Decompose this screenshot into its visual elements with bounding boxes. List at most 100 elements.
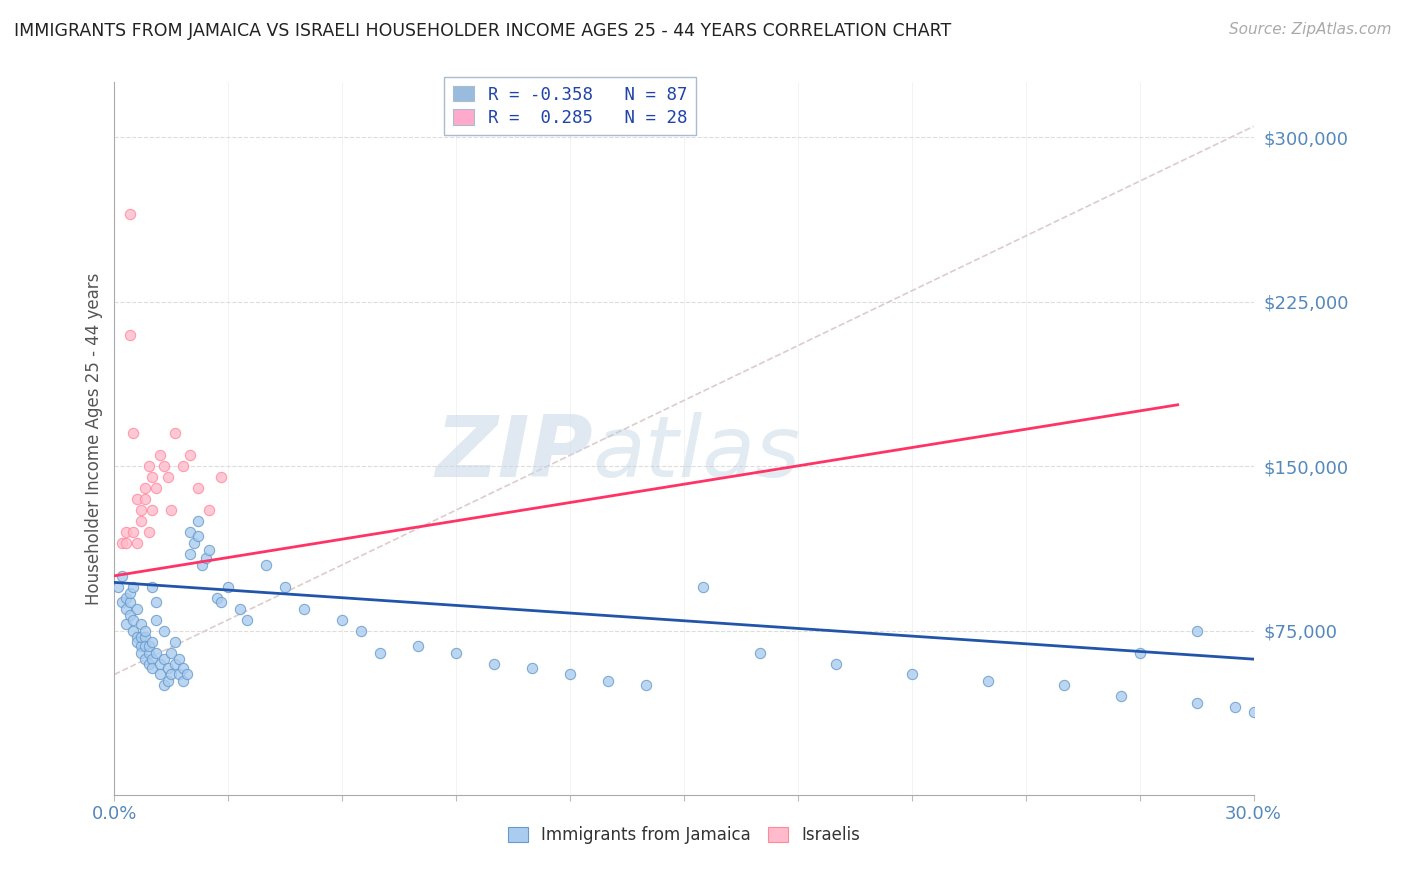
- Point: [368, 646, 391, 660]
- Point: [217, 580, 239, 594]
- Point: [138, 639, 160, 653]
- Point: [129, 514, 152, 528]
- Point: [172, 459, 194, 474]
- Point: [127, 634, 149, 648]
- Point: [179, 547, 201, 561]
- Point: [134, 491, 156, 506]
- Point: [1109, 690, 1132, 704]
- Point: [118, 608, 141, 623]
- Point: [141, 661, 163, 675]
- Point: [145, 613, 167, 627]
- Point: [138, 646, 160, 660]
- Point: [134, 639, 156, 653]
- Point: [187, 529, 209, 543]
- Point: [198, 503, 221, 517]
- Point: [122, 426, 145, 441]
- Point: [134, 652, 156, 666]
- Text: IMMIGRANTS FROM JAMAICA VS ISRAELI HOUSEHOLDER INCOME AGES 25 - 44 YEARS CORRELA: IMMIGRANTS FROM JAMAICA VS ISRAELI HOUSE…: [14, 22, 952, 40]
- Point: [1129, 646, 1152, 660]
- Point: [114, 591, 136, 605]
- Point: [194, 551, 217, 566]
- Point: [145, 646, 167, 660]
- Point: [172, 674, 194, 689]
- Point: [179, 448, 201, 462]
- Point: [145, 481, 167, 495]
- Point: [406, 639, 429, 653]
- Point: [183, 536, 205, 550]
- Point: [596, 674, 619, 689]
- Point: [149, 448, 172, 462]
- Point: [236, 613, 259, 627]
- Point: [692, 580, 714, 594]
- Point: [129, 503, 152, 517]
- Y-axis label: Householder Income Ages 25 - 44 years: Householder Income Ages 25 - 44 years: [86, 273, 103, 605]
- Point: [634, 678, 657, 692]
- Point: [152, 652, 174, 666]
- Point: [156, 674, 179, 689]
- Point: [165, 634, 187, 648]
- Point: [205, 591, 228, 605]
- Point: [749, 646, 772, 660]
- Point: [160, 667, 183, 681]
- Point: [111, 595, 134, 609]
- Point: [156, 470, 179, 484]
- Point: [118, 327, 141, 342]
- Point: [129, 630, 152, 644]
- Point: [118, 207, 141, 221]
- Point: [165, 657, 187, 671]
- Point: [254, 558, 277, 572]
- Point: [1185, 696, 1208, 710]
- Point: [1223, 700, 1246, 714]
- Point: [167, 652, 190, 666]
- Point: [274, 580, 297, 594]
- Point: [1185, 624, 1208, 638]
- Point: [134, 481, 156, 495]
- Point: [198, 542, 221, 557]
- Point: [228, 601, 250, 615]
- Point: [122, 624, 145, 638]
- Point: [149, 657, 172, 671]
- Point: [129, 646, 152, 660]
- Point: [160, 646, 183, 660]
- Point: [901, 667, 924, 681]
- Point: [114, 524, 136, 539]
- Point: [138, 459, 160, 474]
- Point: [122, 580, 145, 594]
- Point: [187, 514, 209, 528]
- Point: [129, 639, 152, 653]
- Point: [141, 634, 163, 648]
- Text: atlas: atlas: [593, 411, 801, 494]
- Point: [160, 503, 183, 517]
- Point: [149, 667, 172, 681]
- Point: [825, 657, 848, 671]
- Legend: R = -0.358   N = 87, R =  0.285   N = 28: R = -0.358 N = 87, R = 0.285 N = 28: [444, 77, 696, 136]
- Point: [141, 470, 163, 484]
- Point: [444, 646, 467, 660]
- Point: [176, 667, 198, 681]
- Point: [138, 524, 160, 539]
- Point: [118, 586, 141, 600]
- Point: [127, 491, 149, 506]
- Point: [122, 524, 145, 539]
- Point: [187, 481, 209, 495]
- Point: [156, 661, 179, 675]
- Point: [134, 624, 156, 638]
- Point: [122, 613, 145, 627]
- Point: [172, 661, 194, 675]
- Point: [152, 459, 174, 474]
- Point: [114, 601, 136, 615]
- Point: [138, 657, 160, 671]
- Point: [107, 580, 129, 594]
- Text: ZIP: ZIP: [436, 411, 593, 494]
- Point: [350, 624, 373, 638]
- Point: [209, 595, 232, 609]
- Point: [141, 580, 163, 594]
- Point: [520, 661, 543, 675]
- Point: [1053, 678, 1076, 692]
- Point: [209, 470, 232, 484]
- Point: [127, 630, 149, 644]
- Point: [558, 667, 581, 681]
- Point: [330, 613, 353, 627]
- Text: Source: ZipAtlas.com: Source: ZipAtlas.com: [1229, 22, 1392, 37]
- Point: [1243, 705, 1265, 719]
